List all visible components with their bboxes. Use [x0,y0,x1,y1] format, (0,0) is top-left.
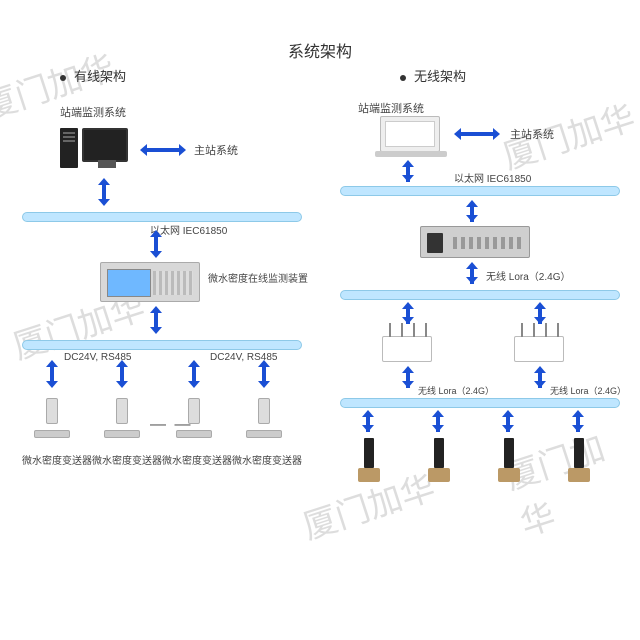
arrow-v-icon [534,366,546,388]
lora-label-1: 无线 Lora（2.4G） [486,268,570,283]
wireless-sensor-icon [498,438,520,482]
arrow-v-icon [502,410,514,432]
pc-monitor-icon [82,128,128,162]
arrow-v-icon [46,360,58,388]
laptop-icon [380,116,440,152]
station-monitor-label-r: 站端监测系统 [358,100,424,116]
lora-label-2: 无线 Lora（2.4G） [418,384,494,397]
ethernet-bus-right [340,186,620,196]
arrow-v-icon [188,360,200,388]
wireless-sensor-icon [428,438,450,482]
arrow-v-icon [150,306,162,334]
server-1u-icon [420,226,530,258]
sensor-label: 微水密度变送器 [22,452,92,467]
arrow-v-icon [362,410,374,432]
lora-bus-1 [340,290,620,300]
arrow-v-icon [258,360,270,388]
sensor-icon [246,398,282,444]
arrow-v-icon [150,230,162,258]
arrow-v-icon [572,410,584,432]
sensor-label: 微水密度变送器 [92,452,162,467]
ethernet-bus-left [22,212,302,222]
arrow-v-icon [466,200,478,222]
monitor-device-label: 微水密度在线监测装置 [208,270,308,285]
wireless-sensor-icon [358,438,380,482]
sensor-label: 微水密度变送器 [232,452,302,467]
arrow-v-icon [402,302,414,324]
left-heading: 有线架构 [60,66,126,85]
station-monitor-label: 站端监测系统 [60,104,126,120]
arrow-v-icon [466,262,478,284]
right-heading: 无线架构 [400,66,466,85]
wireless-sensor-icon [568,438,590,482]
arrow-v-icon [116,360,128,388]
pc-tower-icon [60,128,78,168]
page-title: 系统架构 [0,38,640,62]
sensor-icon [34,398,70,444]
master-system-label-r: 主站系统 [510,126,554,142]
lora-gateway-icon [382,336,432,362]
rs485-bus-left [22,340,302,350]
arrow-v-icon [534,302,546,324]
arrow-v-icon [402,160,414,182]
ethernet-label-right: 以太网 IEC61850 [454,170,531,185]
lora-bus-2 [340,398,620,408]
arrow-h-icon [454,128,500,140]
master-system-label: 主站系统 [194,142,238,158]
monitor-device-icon [100,262,200,302]
sensor-icon [176,398,212,444]
sensor-label: 微水密度变送器 [162,452,232,467]
arrow-v-icon [98,178,110,206]
arrow-v-icon [402,366,414,388]
arrow-h-icon [140,144,186,156]
sensor-icon [104,398,140,444]
lora-gateway-icon [514,336,564,362]
lora-label-3: 无线 Lora（2.4G） [550,384,626,397]
arrow-v-icon [432,410,444,432]
